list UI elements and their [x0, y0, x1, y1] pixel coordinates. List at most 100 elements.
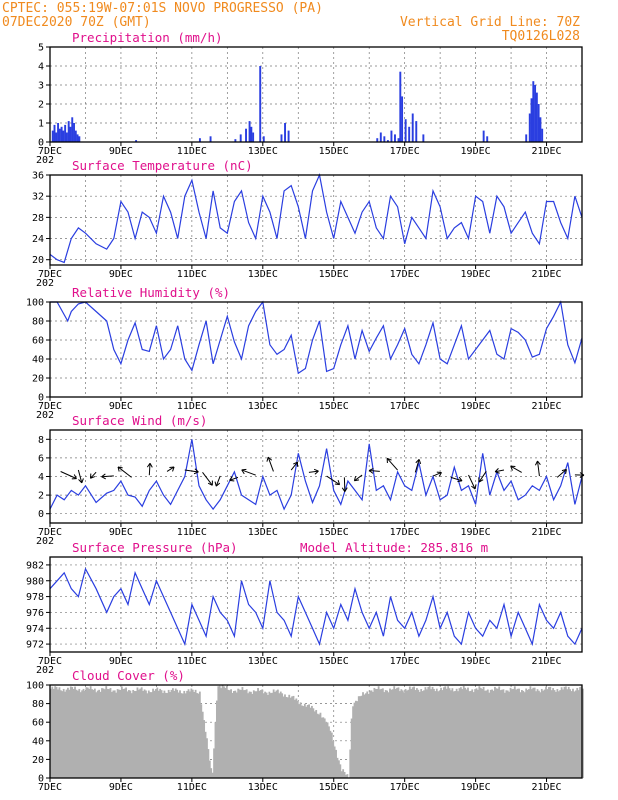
- cloud-bar: [170, 689, 173, 778]
- cloud-bar: [542, 690, 545, 778]
- precip-bar: [65, 132, 68, 142]
- cloud-bar: [128, 690, 130, 778]
- wind-vector: [495, 469, 505, 473]
- x-tick-label: 11DEC: [177, 269, 207, 280]
- cloud-bar: [322, 717, 325, 778]
- cloud-bar: [427, 687, 430, 778]
- cloud-bar: [566, 689, 569, 778]
- cloud-bar: [154, 689, 157, 778]
- cloud-bar: [116, 689, 119, 778]
- cloud-bar: [242, 690, 245, 778]
- cloud-bar: [484, 690, 486, 778]
- cloud-bar: [106, 688, 109, 778]
- x-tick-label: 13DEC: [248, 146, 278, 157]
- cloud-bar: [576, 687, 579, 778]
- cloud-bar: [231, 692, 234, 778]
- precip-bar: [280, 134, 283, 142]
- cloud-bar: [525, 688, 528, 778]
- precip-bar: [76, 134, 79, 142]
- cloud-bar: [163, 690, 166, 778]
- cloud-bar: [549, 686, 552, 778]
- cloud-bar: [184, 693, 187, 778]
- y-tick-label: 2: [38, 491, 44, 502]
- cloud-bar: [404, 688, 407, 778]
- cloud-bar: [248, 691, 251, 778]
- cloud-bar: [303, 703, 306, 778]
- cloud-bar: [142, 690, 145, 778]
- cloud-bar: [339, 764, 342, 778]
- y-tick-label: 4: [38, 62, 44, 73]
- wind-vector: [267, 456, 274, 472]
- x-tick-label: 21DEC: [531, 782, 561, 793]
- precip-bar: [209, 136, 212, 142]
- x-tick-label: 15DEC: [319, 146, 349, 157]
- x-tick-label: 15DEC: [319, 527, 349, 538]
- precip-bar: [64, 124, 67, 142]
- cloud-bar: [96, 690, 99, 778]
- cloud-bar: [103, 689, 106, 778]
- cloud-bar: [582, 688, 584, 778]
- cloud-bar: [221, 685, 224, 778]
- wind-arrowhead: [436, 471, 442, 477]
- cloud-bar: [58, 687, 61, 778]
- wind-arrowhead: [386, 457, 392, 464]
- precip-bar: [528, 113, 531, 142]
- precip-bar: [401, 96, 404, 142]
- x-tick-label: 7DEC: [38, 527, 62, 538]
- cloud-bar: [289, 697, 292, 778]
- cloud-bar: [350, 718, 353, 778]
- panel-5: 972 974 976 978 980 982 7DEC 9DEC 11DEC 13DEC 15DE…: [26, 540, 583, 676]
- wind-arrowhead: [561, 468, 567, 475]
- cloud-bar: [360, 695, 363, 778]
- cloud-bar: [59, 690, 62, 778]
- precip-bar: [537, 104, 540, 142]
- cloud-bar: [281, 693, 284, 778]
- year-tick-label: 202: [36, 536, 54, 547]
- cloud-bar: [577, 690, 580, 778]
- cloud-bar: [67, 687, 69, 778]
- precip-bar: [534, 85, 537, 142]
- wind-vector: [354, 474, 363, 482]
- cloud-bar: [204, 731, 207, 778]
- wind-arrowhead: [368, 467, 374, 474]
- cloud-bar: [85, 687, 88, 778]
- y-tick-label: 80: [32, 317, 44, 328]
- cloud-bar: [147, 690, 150, 778]
- x-tick-label: 19DEC: [461, 146, 491, 157]
- wind-vector: [537, 460, 540, 477]
- cloud-bar: [376, 689, 379, 778]
- cloud-bar: [125, 687, 128, 778]
- cloud-bar: [193, 691, 196, 778]
- cloud-bar: [346, 774, 349, 778]
- year-tick-label: 202: [36, 278, 54, 289]
- x-tick-label: 21DEC: [531, 401, 561, 412]
- cloud-bar: [196, 693, 198, 778]
- cloud-bar: [105, 686, 108, 778]
- precip-bar: [259, 66, 262, 142]
- wind-vector: [202, 471, 213, 486]
- precip-bar: [78, 136, 81, 142]
- cloud-bar: [262, 693, 265, 778]
- y-tick-label: 60: [32, 718, 44, 729]
- cloud-bar: [563, 686, 566, 778]
- cloud-bar: [413, 686, 415, 778]
- cloud-bar: [343, 771, 346, 778]
- wind-vector: [326, 475, 340, 486]
- precip-bar: [525, 134, 528, 142]
- cloud-bar: [52, 688, 55, 778]
- cloud-bar: [308, 704, 311, 778]
- cloud-bar: [540, 688, 543, 778]
- precip-bar: [73, 123, 75, 142]
- cloud-bar: [69, 686, 72, 778]
- x-tick-label: 9DEC: [109, 527, 133, 538]
- cloud-bar: [428, 686, 431, 778]
- precip-bar: [74, 130, 77, 142]
- cloud-bar: [316, 713, 319, 778]
- cloud-bar: [65, 689, 68, 778]
- cloud-bar: [112, 690, 115, 778]
- cloud-bar: [538, 690, 540, 778]
- y-tick-label: 20: [32, 374, 44, 385]
- precip-bar: [422, 134, 425, 142]
- cloud-bar: [454, 690, 457, 778]
- cloud-bar: [122, 689, 125, 778]
